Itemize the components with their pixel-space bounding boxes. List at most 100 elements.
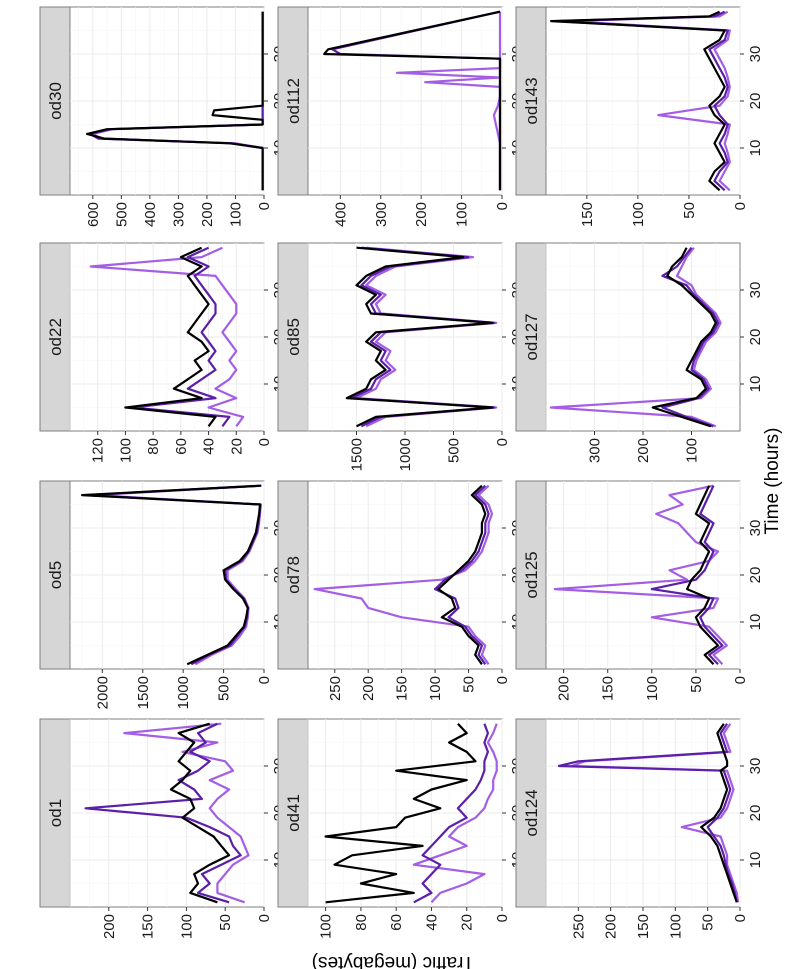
strip-label-od125: od125 — [522, 551, 541, 598]
y-tick-label: 50 — [217, 914, 234, 931]
y-tick-label: 20 — [459, 914, 476, 931]
series-line-2-od22 — [131, 246, 231, 427]
series-line-1-od127 — [651, 247, 717, 428]
x-tick-label: 20 — [747, 93, 764, 110]
y-tick-label: 0 — [256, 438, 273, 446]
x-tick-label: 20 — [747, 567, 764, 584]
panel-od112: od1120100200300400102030 — [277, 6, 526, 227]
y-tick-label: 200 — [603, 914, 620, 939]
series-line-1-od22 — [124, 246, 217, 427]
y-tick-label: 1500 — [135, 676, 152, 709]
y-tick-label: 1000 — [175, 676, 192, 709]
x-tick-label: 30 — [747, 46, 764, 63]
y-tick-label: 200 — [413, 202, 430, 227]
y-tick-label: 100 — [227, 202, 244, 227]
y-tick-label: 200 — [635, 438, 652, 463]
series-line-1-od30 — [85, 11, 264, 191]
y-tick-label: 200 — [556, 676, 573, 701]
y-tick-label: 0 — [494, 438, 511, 446]
panel-od30: od300100200300400500600102030 — [39, 6, 288, 227]
y-tick-label: 250 — [570, 914, 587, 939]
series-line-1-od124 — [700, 723, 738, 903]
y-tick-label: 20 — [228, 438, 245, 455]
y-tick-label: 150 — [635, 914, 652, 939]
y-tick-label: 100 — [427, 676, 444, 701]
strip-label-od78: od78 — [284, 556, 303, 594]
series-line-3-od125 — [553, 484, 728, 666]
series-line-3-od143 — [565, 10, 731, 192]
strip-label-od112: od112 — [284, 78, 303, 124]
y-tick-label: 0 — [256, 914, 273, 922]
x-tick-label: 30 — [747, 520, 764, 537]
y-tick-label: 50 — [681, 202, 698, 219]
x-axis-title: Time (hours) — [762, 428, 783, 535]
y-tick-label: 50 — [461, 676, 478, 693]
strip-label-od124: od124 — [522, 789, 541, 836]
y-tick-label: 100 — [117, 438, 134, 463]
y-axis-title: Traffic (megabytes) — [312, 952, 475, 969]
series-line-2-od125 — [650, 485, 724, 666]
y-tick-label: 80 — [145, 438, 162, 455]
y-tick-label: 150 — [579, 202, 596, 227]
panel-od125: od125 0 50 100 150 200 10 20 30 — [515, 480, 764, 701]
y-tick-label: 500 — [446, 438, 463, 463]
strip-label-od85: od85 — [284, 318, 303, 356]
y-tick-label: 250 — [327, 676, 344, 701]
y-tick-label: 400 — [142, 202, 159, 227]
y-tick-label: 600 — [85, 202, 102, 227]
panel-od22: od22020406080100120102030 — [39, 242, 288, 463]
series-line-2-od1 — [84, 722, 242, 904]
y-tick-label: 100 — [454, 202, 471, 227]
panel-od41: od41020406080100102030 — [277, 718, 526, 939]
series-line-3-od22 — [89, 246, 245, 427]
y-tick-label: 80 — [353, 914, 370, 931]
y-tick-label: 0 — [732, 914, 749, 922]
series-line-1-od1 — [169, 722, 231, 904]
series-line-3-od127 — [549, 247, 722, 428]
y-tick-label: 0 — [494, 202, 511, 210]
panel-od78: od78050100150200250102030 — [277, 480, 526, 701]
series-line-1-od5 — [80, 484, 262, 666]
series-line-2-od143 — [555, 10, 729, 192]
y-tick-label: 100 — [684, 438, 701, 463]
x-tick-label: 10 — [747, 614, 764, 631]
y-tick-label: 100 — [630, 202, 647, 227]
y-tick-label: 0 — [256, 676, 273, 684]
series-line-2-od41 — [413, 723, 489, 904]
series-line-3-od85 — [355, 246, 498, 428]
y-tick-label: 300 — [373, 202, 390, 227]
panel-od85: od85050010001500102030 — [277, 242, 526, 471]
y-tick-label: 40 — [423, 914, 440, 931]
panel-od127: od127 100 200 300 10 20 30 — [515, 242, 764, 463]
panel-od124: od124 0 50 100 150 200 250 10 20 30 — [515, 718, 764, 939]
y-tick-label: 60 — [173, 438, 190, 455]
strip-label-od5: od5 — [46, 561, 65, 589]
series-line-2-od85 — [350, 246, 496, 428]
y-tick-label: 300 — [587, 438, 604, 463]
y-tick-label: 0 — [732, 202, 749, 210]
strip-label-od30: od30 — [46, 82, 65, 120]
series-line-1-od85 — [345, 246, 494, 428]
y-tick-label: 100 — [667, 914, 684, 939]
y-tick-label: 1000 — [397, 438, 414, 471]
y-tick-label: 300 — [170, 202, 187, 227]
y-tick-label: 2000 — [94, 676, 111, 709]
x-tick-label: 20 — [747, 805, 764, 822]
y-tick-label: 200 — [199, 202, 216, 227]
y-tick-label: 150 — [394, 676, 411, 701]
y-tick-label: 200 — [360, 676, 377, 701]
series-line-3-od1 — [123, 722, 250, 904]
y-tick-label: 500 — [113, 202, 130, 227]
panel-od5: od50500100015002000102030 — [39, 480, 288, 709]
y-tick-label: 50 — [700, 914, 717, 931]
y-tick-label: 200 — [101, 914, 118, 939]
y-tick-label: 0 — [494, 676, 511, 684]
strip-label-od22: od22 — [46, 318, 65, 356]
y-tick-label: 150 — [140, 914, 157, 939]
panel-od143: od143 0 50 100 150 10 20 30 — [515, 6, 764, 227]
x-tick-label: 20 — [747, 329, 764, 346]
series-line-1-od125 — [685, 485, 720, 666]
panel-od1: od1050100150200102030 — [39, 718, 288, 939]
